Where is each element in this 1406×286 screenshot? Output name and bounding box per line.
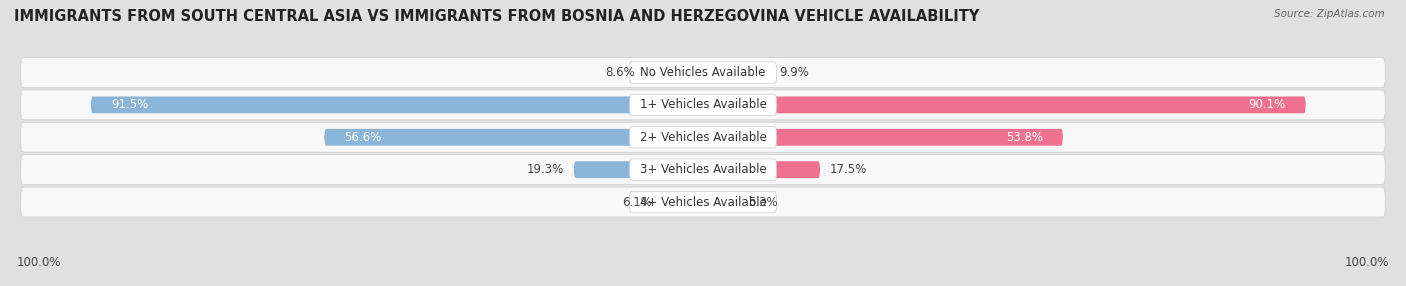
Text: 1+ Vehicles Available: 1+ Vehicles Available — [640, 98, 766, 112]
Text: 100.0%: 100.0% — [17, 256, 62, 269]
FancyBboxPatch shape — [21, 58, 1385, 88]
Text: IMMIGRANTS FROM SOUTH CENTRAL ASIA VS IMMIGRANTS FROM BOSNIA AND HERZEGOVINA VEH: IMMIGRANTS FROM SOUTH CENTRAL ASIA VS IM… — [14, 9, 980, 23]
Text: 100.0%: 100.0% — [1344, 256, 1389, 269]
Text: 3+ Vehicles Available: 3+ Vehicles Available — [640, 163, 766, 176]
Text: 5.3%: 5.3% — [748, 196, 778, 208]
FancyBboxPatch shape — [703, 96, 1306, 113]
FancyBboxPatch shape — [630, 191, 776, 213]
Text: 91.5%: 91.5% — [111, 98, 148, 112]
Text: 53.8%: 53.8% — [1005, 131, 1043, 144]
FancyBboxPatch shape — [703, 161, 820, 178]
FancyBboxPatch shape — [21, 155, 1385, 184]
FancyBboxPatch shape — [703, 64, 769, 81]
FancyBboxPatch shape — [703, 129, 1063, 146]
Text: Source: ZipAtlas.com: Source: ZipAtlas.com — [1274, 9, 1385, 19]
FancyBboxPatch shape — [630, 94, 776, 116]
FancyBboxPatch shape — [21, 122, 1385, 152]
FancyBboxPatch shape — [630, 159, 776, 180]
FancyBboxPatch shape — [325, 129, 703, 146]
Text: 8.6%: 8.6% — [606, 66, 636, 79]
Text: 2+ Vehicles Available: 2+ Vehicles Available — [640, 131, 766, 144]
Text: 56.6%: 56.6% — [344, 131, 382, 144]
FancyBboxPatch shape — [662, 194, 703, 210]
Text: 19.3%: 19.3% — [527, 163, 564, 176]
FancyBboxPatch shape — [91, 96, 703, 113]
Text: 6.1%: 6.1% — [623, 196, 652, 208]
FancyBboxPatch shape — [630, 62, 776, 83]
FancyBboxPatch shape — [645, 64, 703, 81]
FancyBboxPatch shape — [630, 127, 776, 148]
Text: 90.1%: 90.1% — [1249, 98, 1285, 112]
FancyBboxPatch shape — [574, 161, 703, 178]
Text: 17.5%: 17.5% — [830, 163, 868, 176]
Text: 9.9%: 9.9% — [779, 66, 808, 79]
Text: No Vehicles Available: No Vehicles Available — [640, 66, 766, 79]
Text: 4+ Vehicles Available: 4+ Vehicles Available — [640, 196, 766, 208]
FancyBboxPatch shape — [21, 187, 1385, 217]
FancyBboxPatch shape — [703, 194, 738, 210]
FancyBboxPatch shape — [21, 90, 1385, 120]
